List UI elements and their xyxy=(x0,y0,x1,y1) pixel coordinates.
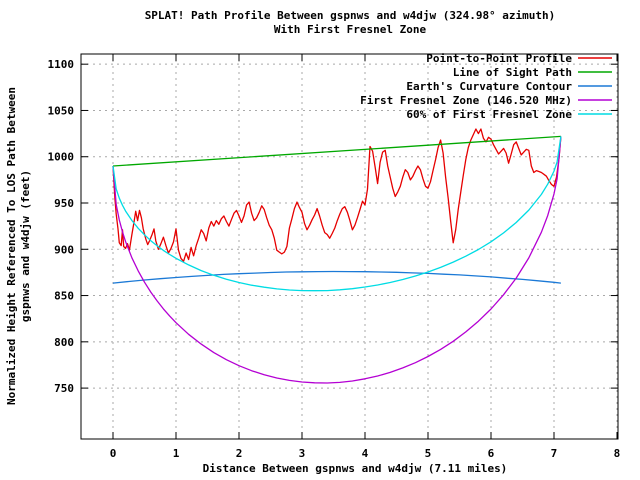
x-tick-label: 3 xyxy=(299,447,306,460)
legend-label: Point-to-Point Profile xyxy=(426,52,572,65)
y-tick-label: 950 xyxy=(54,197,74,210)
y-tick-label: 850 xyxy=(54,290,74,303)
x-tick-label: 5 xyxy=(425,447,432,460)
y-tick-label: 1050 xyxy=(48,104,75,117)
tick-labels: 0 1 2 3 4 5 6 7 8 750 800 850 900 950 1000 1050 1100 xyxy=(48,58,621,460)
x-tick-label: 8 xyxy=(614,447,621,460)
y-axis-label-line1: Normalized Height Referenced To LOS Path… xyxy=(5,87,18,405)
series-point-to-point-profile xyxy=(112,128,562,262)
chart-title-line2: With First Fresnel Zone xyxy=(274,23,427,36)
x-tick-label: 2 xyxy=(236,447,243,460)
y-tick-label: 1100 xyxy=(48,58,75,71)
legend-label: First Fresnel Zone (146.520 MHz) xyxy=(360,94,572,107)
data-series xyxy=(112,128,562,384)
series-60-of-first-fresnel-zone xyxy=(112,136,562,292)
axis-ticks xyxy=(81,54,618,439)
x-tick-label: 4 xyxy=(362,447,369,460)
grid-lines xyxy=(81,54,618,439)
y-tick-label: 900 xyxy=(54,243,74,256)
plot-border xyxy=(80,53,619,440)
series-line-of-sight-path xyxy=(112,135,561,167)
x-tick-label: 7 xyxy=(551,447,558,460)
x-tick-label: 0 xyxy=(110,447,117,460)
series-earth-s-curvature-contour xyxy=(112,270,561,284)
chart-title-line1: SPLAT! Path Profile Between gspnws and w… xyxy=(145,9,556,22)
y-tick-label: 750 xyxy=(54,382,74,395)
y-tick-label: 1000 xyxy=(48,151,75,164)
legend-label: 60% of First Fresnel Zone xyxy=(406,108,572,121)
legend-label: Earth's Curvature Contour xyxy=(406,80,572,93)
y-tick-label: 800 xyxy=(54,336,74,349)
plot-border-rect xyxy=(80,53,619,440)
x-axis-label: Distance Between gspnws and w4djw (7.11 … xyxy=(203,462,508,475)
legend-label: Line of Sight Path xyxy=(453,66,572,79)
y-axis-label-line2: gspnws and w4djw (feet) xyxy=(19,170,32,322)
x-tick-label: 1 xyxy=(173,447,180,460)
series-first-fresnel-zone-146-520-mhz- xyxy=(112,136,562,384)
x-tick-label: 6 xyxy=(488,447,495,460)
